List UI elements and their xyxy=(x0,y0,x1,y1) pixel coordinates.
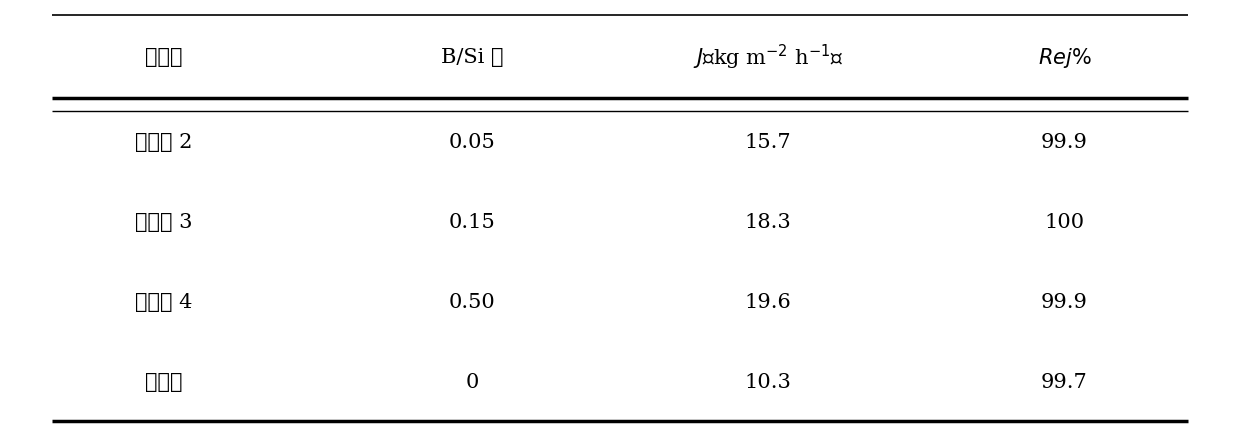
Text: 实施例: 实施例 xyxy=(145,48,182,67)
Text: 实施例 4: 实施例 4 xyxy=(135,293,192,312)
Text: $Rej\%$: $Rej\%$ xyxy=(1038,46,1091,70)
Text: 99.7: 99.7 xyxy=(1042,374,1087,392)
Text: 0.50: 0.50 xyxy=(449,293,495,312)
Text: $J$（kg m$^{-2}$ h$^{-1}$）: $J$（kg m$^{-2}$ h$^{-1}$） xyxy=(693,43,843,72)
Text: 19.6: 19.6 xyxy=(745,293,791,312)
Text: 0.05: 0.05 xyxy=(449,133,495,152)
Text: 0.15: 0.15 xyxy=(449,213,495,232)
Text: 10.3: 10.3 xyxy=(745,374,791,392)
Text: 对比例: 对比例 xyxy=(145,374,182,392)
Text: 99.9: 99.9 xyxy=(1040,133,1087,152)
Text: 99.9: 99.9 xyxy=(1040,293,1087,312)
Text: B/Si 比: B/Si 比 xyxy=(440,48,503,67)
Text: 0: 0 xyxy=(465,374,479,392)
Text: 15.7: 15.7 xyxy=(745,133,791,152)
Text: 100: 100 xyxy=(1044,213,1085,232)
Text: 实施例 3: 实施例 3 xyxy=(134,213,192,232)
Text: 18.3: 18.3 xyxy=(745,213,791,232)
Text: 实施例 2: 实施例 2 xyxy=(135,133,192,152)
